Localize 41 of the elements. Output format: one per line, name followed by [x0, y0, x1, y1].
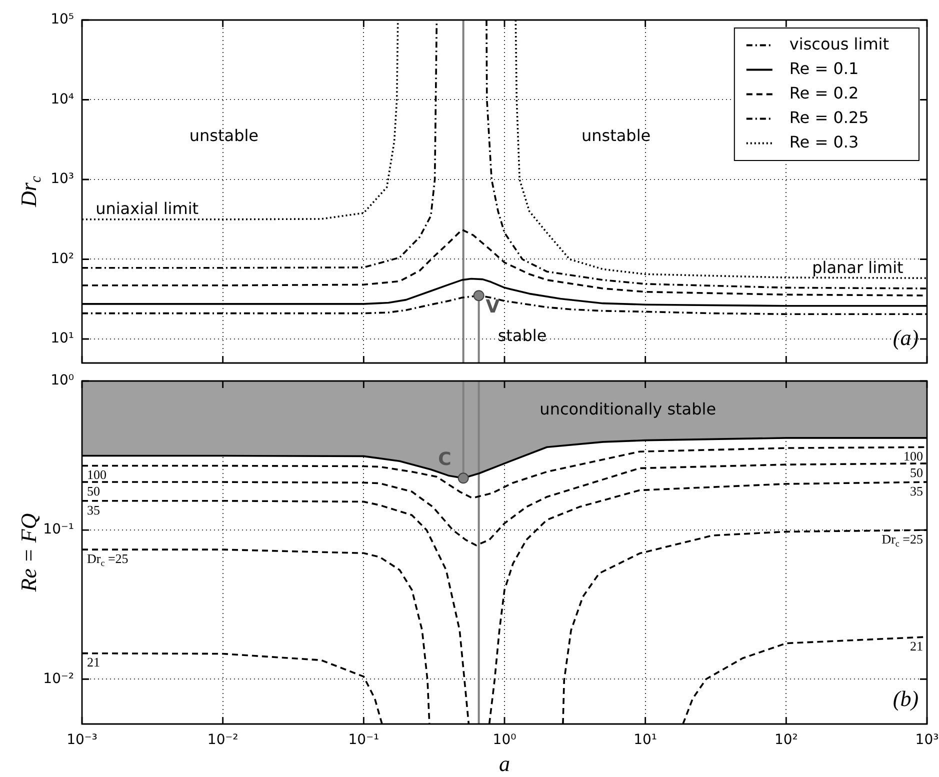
annotation: uniaxial limit — [96, 199, 199, 218]
text: 21 — [87, 654, 100, 670]
legend-label: viscous limit — [789, 34, 889, 54]
text: 35 — [87, 502, 100, 518]
series-label: 21 — [910, 638, 923, 654]
x-tick-label: 10² — [774, 732, 798, 748]
x-tick-label: 10⁻³ — [66, 732, 98, 748]
series-label: 50 — [910, 464, 923, 480]
annotation: (b) — [892, 686, 919, 711]
series-label: 35 — [910, 483, 923, 498]
y-tick-label: 10⁴ — [50, 91, 74, 108]
x-tick-label: 10¹ — [634, 732, 658, 748]
y-tick-label: 10¹ — [50, 330, 74, 347]
y-tick-label: 10⁻¹ — [43, 522, 74, 538]
annotation: unconditionally stable — [540, 399, 716, 418]
x-tick-label: 10⁻² — [207, 732, 238, 748]
y-tick-label: 10² — [50, 250, 74, 267]
legend-label: Re = 0.25 — [789, 108, 869, 127]
y-tick-label: 10⁰ — [50, 372, 74, 389]
annotation: C — [438, 448, 452, 470]
annotation: unstable — [581, 126, 651, 146]
y-tick-label: 10⁵ — [50, 12, 74, 28]
legend-label: Re = 0.1 — [789, 58, 859, 78]
annotation: planar limit — [812, 258, 904, 278]
x-tick-label: 10⁻¹ — [348, 732, 380, 748]
y-axis-title: Drc — [16, 176, 45, 208]
y-tick-label: 10⁻² — [43, 670, 74, 687]
x-axis-title: a — [499, 750, 510, 776]
series-label: 100 — [904, 448, 923, 464]
annotation: (a) — [892, 324, 919, 350]
annotation: V — [486, 296, 500, 318]
legend-label: Re = 0.2 — [789, 83, 859, 102]
y-axis-title: Re = FQ — [16, 513, 41, 593]
text: 100 — [87, 467, 106, 482]
text: 50 — [87, 483, 100, 498]
annotation: stable — [498, 326, 547, 346]
annotation: unstable — [189, 126, 259, 146]
x-tick-label: 10⁰ — [492, 732, 517, 748]
legend-label: Re = 0.3 — [789, 132, 859, 152]
y-tick-label: 10³ — [50, 171, 74, 188]
x-tick-label: 10³ — [915, 732, 939, 748]
